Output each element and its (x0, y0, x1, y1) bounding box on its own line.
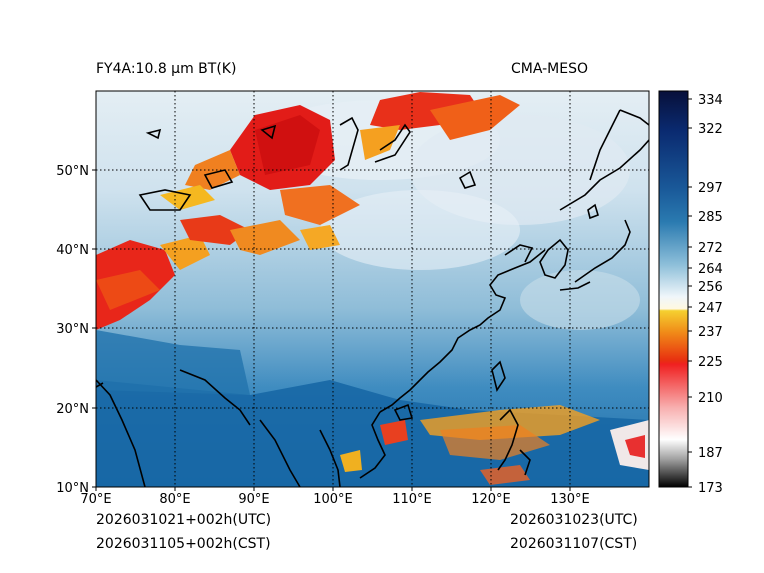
lon-label: 120°E (471, 492, 511, 507)
colorbar-tick-label: 225 (698, 355, 723, 370)
lon-label: 110°E (392, 492, 432, 507)
colorbar-tick-label: 187 (698, 446, 723, 461)
colorbar-tick-label: 210 (698, 391, 723, 406)
lat-ticks (92, 169, 96, 488)
coastlines (96, 109, 649, 487)
colorbar-tick-label: 272 (698, 241, 723, 256)
lat-label: 30°N (56, 322, 89, 337)
colorbar-tick-label: 247 (698, 301, 723, 316)
colorbar-tick-label: 334 (698, 93, 723, 108)
graticule (96, 91, 649, 487)
lat-label: 20°N (56, 402, 89, 417)
cold-cloud-west (96, 215, 300, 330)
lat-label: 40°N (56, 243, 89, 258)
bt-field (96, 91, 649, 487)
lon-label: 90°E (238, 492, 269, 507)
lon-ticks (95, 487, 571, 491)
lon-label: 100°E (313, 492, 353, 507)
colorbar-tick-label: 285 (698, 210, 723, 225)
lon-label: 130°E (550, 492, 590, 507)
lat-label: 50°N (56, 164, 89, 179)
colorbar-tick-label: 237 (698, 325, 723, 340)
lon-label: 70°E (80, 492, 111, 507)
lat-label: 10°N (56, 481, 89, 496)
colorbar-tick-label: 256 (698, 280, 723, 295)
colorbar-ticks: 334 322 297 285 272 264 256 247 237 225 210 187 173 (688, 93, 723, 496)
map-title: FY4A:10.8 µm BT(K) (96, 61, 237, 77)
colorbar: 334 322 297 285 272 264 256 247 237 225 210 187 173 (658, 90, 723, 496)
colorbar-tick-label: 173 (698, 481, 723, 496)
model-name: CMA-MESO (511, 61, 589, 77)
valid-time-cst: 2026031107(CST) (510, 536, 638, 552)
convection-south (340, 405, 649, 485)
map-frame (95, 90, 650, 488)
init-time-utc: 2026031021+002h(UTC) (96, 512, 272, 528)
valid-time-utc: 2026031023(UTC) (510, 512, 638, 528)
colorbar-tick-label: 297 (698, 181, 723, 196)
init-time-cst: 2026031105+002h(CST) (96, 536, 271, 552)
colorbar-tick-label: 322 (698, 122, 723, 137)
lon-label: 80°E (159, 492, 190, 507)
colorbar-tick-label: 264 (698, 262, 723, 277)
cold-cloud-north (160, 92, 520, 250)
